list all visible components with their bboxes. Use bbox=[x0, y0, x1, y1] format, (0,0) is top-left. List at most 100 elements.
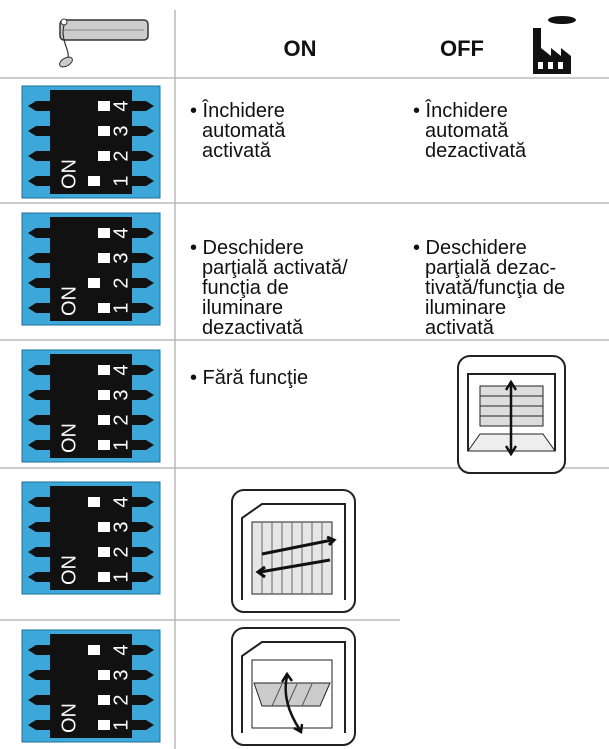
cell-text: activată bbox=[202, 140, 272, 162]
cell-text: • Închidere bbox=[413, 99, 508, 122]
dip-pin bbox=[130, 497, 154, 507]
dip-slider bbox=[98, 670, 110, 680]
dip-on-label: ON bbox=[58, 286, 80, 316]
dip-pin bbox=[130, 415, 154, 425]
dip-pin bbox=[130, 522, 154, 532]
dip-number: 2 bbox=[110, 414, 132, 425]
dip-number: 2 bbox=[110, 546, 132, 557]
dip-on-label: ON bbox=[58, 703, 80, 733]
dip-pin bbox=[130, 228, 154, 238]
dip-slider bbox=[98, 415, 110, 425]
dip-body bbox=[50, 354, 132, 458]
dip-slider bbox=[98, 720, 110, 730]
dip-slider bbox=[98, 440, 110, 450]
dip-pin bbox=[130, 176, 154, 186]
cell-text: • Deschidere bbox=[413, 237, 527, 259]
dip-number: 1 bbox=[110, 302, 132, 313]
dip-slider bbox=[98, 303, 110, 313]
dip-slider bbox=[98, 547, 110, 557]
cell-text: parţială activată/ bbox=[202, 257, 348, 279]
garage-vertical bbox=[457, 355, 566, 474]
dip-slider bbox=[98, 228, 110, 238]
dip-pin bbox=[130, 547, 154, 557]
dip-pin bbox=[28, 440, 52, 450]
dip-pin bbox=[130, 126, 154, 136]
dip-slider bbox=[88, 645, 100, 655]
cell-text: automată bbox=[202, 120, 286, 142]
dip-number: 4 bbox=[110, 644, 132, 655]
dip-switch: 4 3 2 1 ON bbox=[21, 349, 161, 463]
dip-slider bbox=[88, 278, 100, 288]
dip-number: 1 bbox=[110, 439, 132, 450]
dip-number: 3 bbox=[110, 125, 132, 136]
dip-number: 4 bbox=[110, 227, 132, 238]
dip-number: 3 bbox=[110, 521, 132, 532]
dip-number: 1 bbox=[110, 175, 132, 186]
dip-slider bbox=[98, 151, 110, 161]
dip-slider bbox=[98, 695, 110, 705]
dip-pin bbox=[130, 695, 154, 705]
cell-text: automată bbox=[425, 120, 509, 142]
dip-pin bbox=[130, 440, 154, 450]
dip-slider bbox=[88, 497, 100, 507]
dip-slider bbox=[98, 390, 110, 400]
dip-number: 4 bbox=[110, 364, 132, 375]
dip-switch: 4 3 2 1 ON bbox=[21, 212, 161, 326]
dip-pin bbox=[28, 670, 52, 680]
dip-number: 3 bbox=[110, 252, 132, 263]
cell-text: activată bbox=[425, 317, 495, 339]
dip-pin bbox=[28, 278, 52, 288]
dip-pin bbox=[28, 695, 52, 705]
cell-text: • Închidere bbox=[190, 99, 285, 122]
dip-number: 1 bbox=[110, 571, 132, 582]
dip-on-label: ON bbox=[58, 159, 80, 189]
cell-text: parţială dezac- bbox=[425, 257, 556, 279]
cell-text: dezactivată bbox=[202, 317, 304, 339]
dip-pin bbox=[28, 303, 52, 313]
dip-on-label: ON bbox=[58, 423, 80, 453]
dip-pin bbox=[130, 572, 154, 582]
dip-pin bbox=[28, 390, 52, 400]
dip-number: 1 bbox=[110, 719, 132, 730]
dip-pin bbox=[28, 151, 52, 161]
dip-number: 2 bbox=[110, 150, 132, 161]
dip-pin bbox=[28, 547, 52, 557]
cell-text: iluminare bbox=[425, 297, 506, 319]
dip-number: 3 bbox=[110, 669, 132, 680]
cell-text: funcţia de bbox=[202, 277, 289, 299]
garage-sliding bbox=[231, 489, 356, 613]
dip-number: 2 bbox=[110, 694, 132, 705]
cell-text: • Fără funcţie bbox=[190, 367, 308, 389]
dip-pin bbox=[28, 176, 52, 186]
dip-pin bbox=[130, 278, 154, 288]
cell-text: dezactivată bbox=[425, 140, 527, 162]
dip-number: 4 bbox=[110, 100, 132, 111]
dip-slider bbox=[88, 176, 100, 186]
dip-pin bbox=[28, 572, 52, 582]
dip-pin bbox=[130, 645, 154, 655]
dip-slider bbox=[98, 365, 110, 375]
dip-slider bbox=[98, 572, 110, 582]
dip-switch: 4 3 2 1 ON bbox=[21, 85, 161, 199]
garage-tilting bbox=[231, 627, 356, 746]
dip-pin bbox=[28, 522, 52, 532]
dip-slider bbox=[98, 101, 110, 111]
dip-pin bbox=[28, 497, 52, 507]
cell-text: tivată/funcţia de bbox=[425, 277, 565, 299]
dip-body bbox=[50, 217, 132, 321]
header-off: OFF bbox=[440, 36, 484, 61]
factory-icon bbox=[533, 16, 576, 74]
dip-pin bbox=[28, 720, 52, 730]
dip-switch: 4 3 2 1 ON bbox=[21, 481, 161, 595]
dip-number: 2 bbox=[110, 277, 132, 288]
dip-number: 4 bbox=[110, 496, 132, 507]
dip-pin bbox=[130, 101, 154, 111]
dip-pin bbox=[130, 365, 154, 375]
dip-pin bbox=[130, 670, 154, 680]
header-on: ON bbox=[284, 36, 317, 61]
dip-pin bbox=[28, 415, 52, 425]
dip-pin bbox=[28, 126, 52, 136]
dip-slider bbox=[98, 126, 110, 136]
dip-number: 3 bbox=[110, 389, 132, 400]
